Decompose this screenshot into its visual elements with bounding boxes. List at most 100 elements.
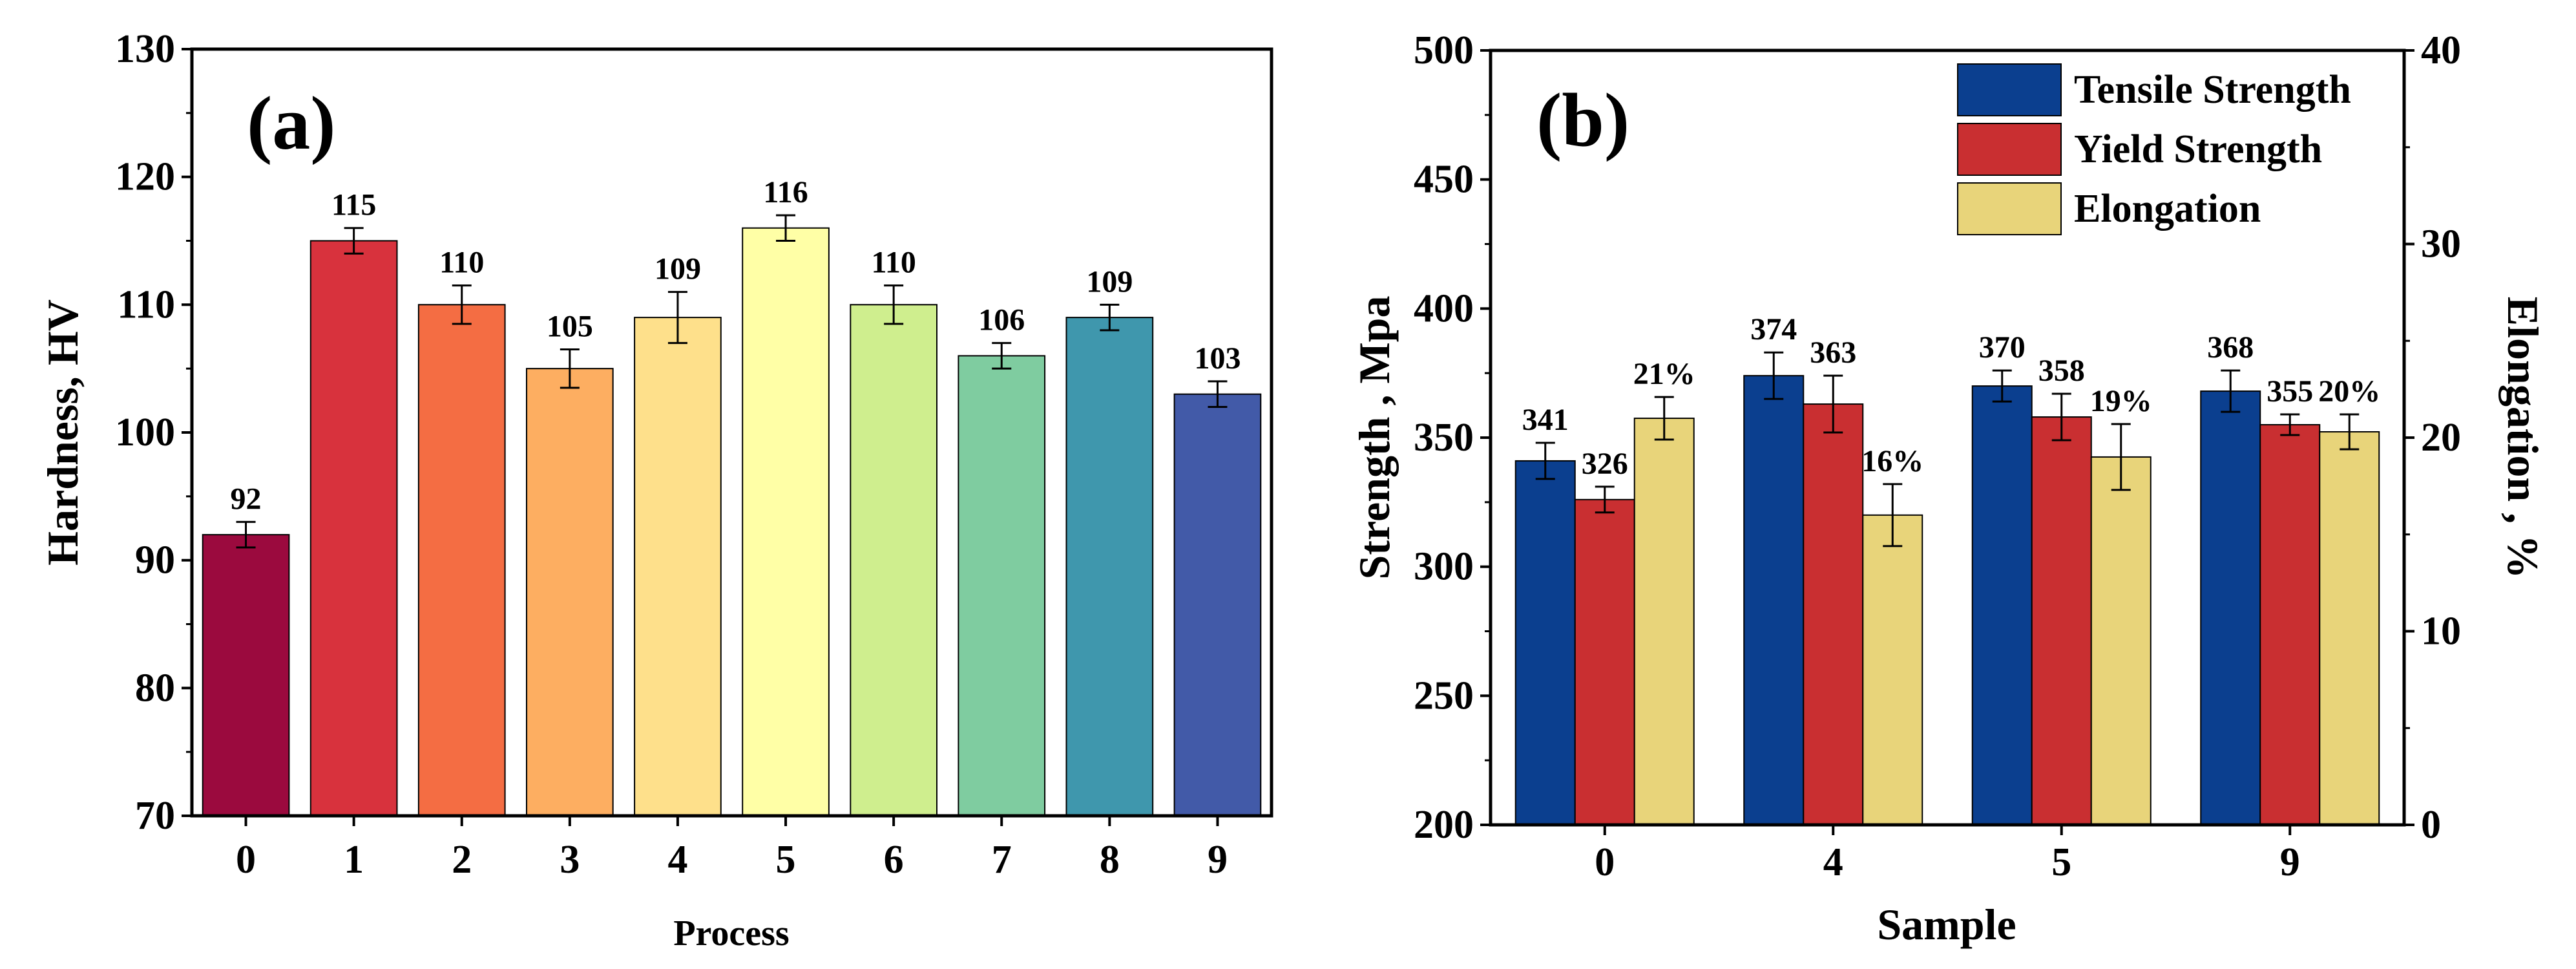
error-bar	[1100, 303, 1120, 332]
x-tick-label: 5	[2051, 840, 2071, 884]
x-tick-label: 7	[992, 838, 1012, 882]
data-label: 326	[1582, 447, 1628, 481]
bar	[1971, 385, 2033, 825]
y-tick-label: 110	[117, 282, 175, 326]
x-tick-label: 9	[2280, 840, 2300, 884]
x-tick-label: 6	[884, 838, 904, 882]
error-bar	[236, 520, 256, 549]
error-bar	[2340, 413, 2360, 451]
y-tick-label: 250	[1414, 674, 1474, 718]
panel-b-label: (b)	[1536, 78, 1629, 162]
error-bar	[1764, 351, 1784, 400]
data-label: 374	[1750, 312, 1797, 346]
error-bar	[1883, 483, 1903, 548]
y-tick-label: 450	[1414, 158, 1474, 202]
data-label: 106	[978, 303, 1025, 337]
panel-b-error-bars	[1535, 351, 2360, 548]
bar	[2031, 416, 2092, 825]
error-bar	[667, 291, 687, 345]
panel-a-bars	[202, 227, 1262, 817]
legend-swatch	[1957, 123, 2062, 176]
data-label: 109	[1086, 264, 1133, 299]
y-tick-label: 300	[1414, 545, 1474, 589]
error-bar	[2051, 392, 2071, 442]
bar	[2090, 456, 2152, 825]
bar	[850, 304, 937, 817]
error-bar	[1654, 396, 1674, 441]
x-tick-label: 0	[236, 838, 256, 882]
error-bar	[776, 214, 796, 242]
bar	[1514, 460, 1576, 825]
bar	[1862, 514, 1923, 825]
data-label: 105	[547, 310, 593, 344]
panel-a-data-labels: 92 115 110 105 109 116 110 106 109 103	[231, 175, 1241, 516]
bar	[1803, 403, 1864, 825]
legend-swatch	[1957, 63, 2062, 116]
error-bar	[884, 284, 904, 325]
y2-tick-label: 20	[2421, 416, 2461, 460]
bar	[1065, 317, 1154, 817]
data-label: 110	[871, 246, 916, 280]
panel-a-error-bars	[236, 214, 1228, 549]
panel-b-legend: Tensile Strength Yield Strength Elongation	[1957, 63, 2351, 235]
data-label: 109	[654, 252, 701, 286]
x-tick-label: 4	[1823, 840, 1843, 884]
panel-b-y2-axis-title: Elongation , %	[2498, 297, 2548, 579]
data-label: 20%	[2318, 374, 2380, 409]
panel-b-x-axis-title: Sample	[1877, 900, 2016, 949]
error-bar	[1208, 380, 1228, 408]
error-bar	[2111, 423, 2131, 491]
panel-a-x-ticks: 0 1 2 3 4 5 6 7 8 9	[236, 816, 1228, 882]
bar	[742, 227, 830, 816]
y-tick-label: 200	[1414, 803, 1474, 847]
data-label: 16%	[1861, 444, 1923, 478]
y-tick-label: 350	[1414, 416, 1474, 460]
error-bar	[452, 284, 472, 325]
data-label: 21%	[1633, 357, 1695, 391]
x-tick-label: 5	[776, 838, 796, 882]
bar	[202, 534, 290, 817]
y-tick-label: 400	[1414, 286, 1474, 330]
data-label: 116	[763, 175, 808, 209]
x-tick-label: 9	[1208, 838, 1228, 882]
y-tick-label: 80	[135, 666, 175, 710]
legend-entry: Elongation	[2074, 187, 2261, 231]
x-tick-label: 1	[344, 838, 364, 882]
bar	[2259, 424, 2321, 825]
error-bar	[992, 342, 1012, 370]
x-tick-label: 0	[1595, 840, 1615, 884]
data-label: 103	[1194, 341, 1241, 376]
data-label: 368	[2207, 330, 2254, 365]
data-label: 110	[439, 246, 484, 280]
error-bar	[1823, 374, 1843, 434]
x-tick-label: 3	[560, 838, 580, 882]
error-bar	[2221, 369, 2241, 413]
data-label: 370	[1979, 330, 2026, 365]
bar	[1633, 418, 1695, 825]
bar	[1173, 393, 1262, 816]
data-label: 355	[2267, 374, 2313, 409]
bar	[1574, 498, 1635, 826]
data-label: 363	[1810, 335, 1856, 370]
x-tick-label: 8	[1100, 838, 1120, 882]
data-label: 19%	[2090, 384, 2152, 418]
data-label: 92	[231, 482, 262, 516]
data-label: 341	[1522, 403, 1569, 437]
error-bar	[1992, 369, 2012, 403]
panel-b-right-y-ticks: 0 10 20 30 40	[2404, 28, 2461, 847]
x-tick-label: 2	[452, 838, 472, 882]
bar	[1743, 375, 1805, 825]
error-bar	[1535, 442, 1555, 480]
error-bar	[1595, 485, 1615, 514]
bar	[634, 317, 722, 817]
y-tick-label: 500	[1414, 28, 1474, 72]
panel-b-left-y-ticks: 200 250 300 350 400 450 500	[1414, 28, 1491, 847]
y-tick-label: 100	[115, 410, 175, 454]
y2-tick-label: 40	[2421, 28, 2461, 72]
y2-tick-label: 10	[2421, 610, 2461, 654]
